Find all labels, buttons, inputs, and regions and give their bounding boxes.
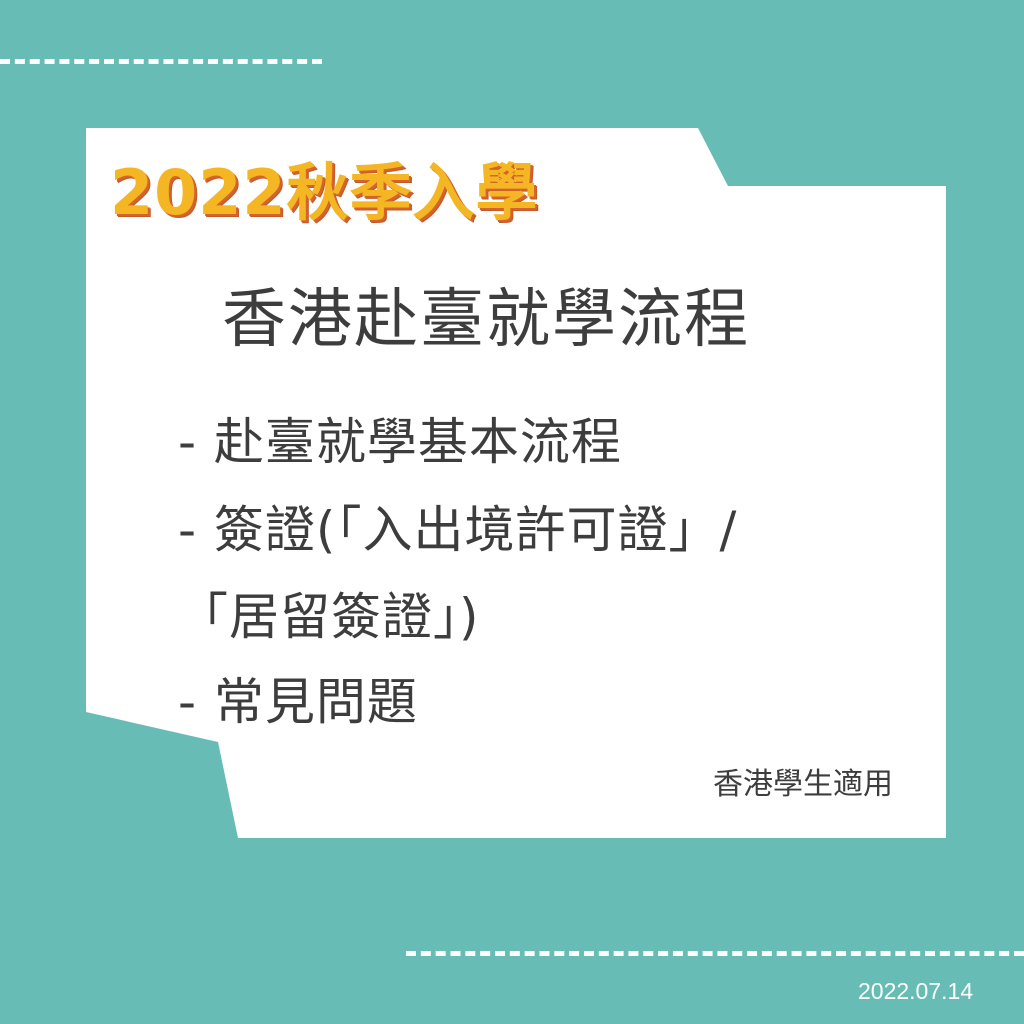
bottom-dashed-divider (406, 951, 1024, 956)
list-item-visa: - 簽證(「入出境許可證」/ (178, 505, 737, 555)
list-item-basic-process: - 赴臺就學基本流程 (178, 417, 622, 467)
date-label: 2022.07.14 (858, 980, 973, 1003)
list-item-visa-continued: 「居留簽證」) (178, 592, 480, 642)
card-shape (86, 128, 946, 838)
heading-intake: 2022秋季入學 (110, 162, 539, 224)
page-title: 香港赴臺就學流程 (222, 288, 750, 352)
list-item-faq: - 常見問題 (178, 677, 418, 727)
applicability-note: 香港學生適用 (713, 770, 893, 800)
